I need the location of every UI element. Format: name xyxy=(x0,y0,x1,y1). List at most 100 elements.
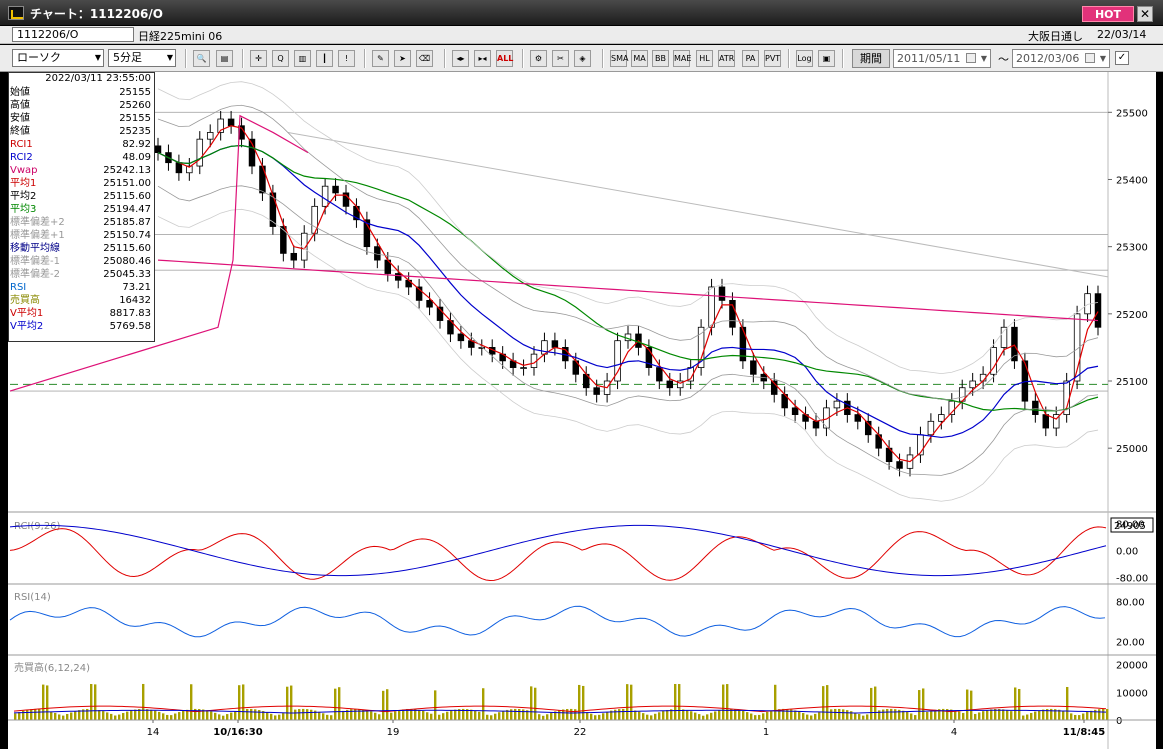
grid-icon[interactable]: ▤ xyxy=(216,50,233,67)
bars-icon[interactable]: ▥ xyxy=(294,50,311,67)
volume-bar xyxy=(130,710,133,720)
chart-type-select[interactable]: ローソク ▼ xyxy=(12,49,104,67)
toolbar-separator xyxy=(602,49,604,68)
candle-body xyxy=(854,414,862,422)
volume-bar xyxy=(566,709,569,720)
candle-body xyxy=(520,367,527,369)
volume-bar xyxy=(182,710,185,720)
volume-bar xyxy=(514,708,517,720)
window-title: チャート：1112206/O xyxy=(30,7,163,21)
rci-tick-label: 0.00 xyxy=(1116,547,1138,558)
chart-canvas[interactable]: 25500 25400 25300 25200 25100 25000 24905 RCI(9… xyxy=(8,72,1156,749)
vwap-line xyxy=(157,259,1099,322)
volume-bar xyxy=(654,713,657,720)
all-button[interactable]: ALL xyxy=(496,50,513,67)
info-value: 25151.00 xyxy=(103,178,151,189)
candles-icon[interactable]: ┃ xyxy=(316,50,333,67)
volume-bar xyxy=(38,709,41,720)
toolbar-separator xyxy=(364,49,366,68)
volume-bar xyxy=(1046,709,1049,720)
hl-button[interactable]: HL xyxy=(696,50,713,67)
volume-bar xyxy=(490,715,493,720)
zoom-out-icon[interactable]: ▸◂ xyxy=(474,50,491,67)
chart-area[interactable]: 25500 25400 25300 25200 25100 25000 24905 RCI(9… xyxy=(8,72,1156,749)
toolbar-separator xyxy=(842,49,844,68)
volume-bar xyxy=(590,713,593,720)
volume-bar xyxy=(170,715,173,720)
info-label: 標準偏差-2 xyxy=(10,269,60,280)
volume-bar xyxy=(254,709,257,720)
rci-tick-label: 80.00 xyxy=(1116,520,1145,531)
eraser-icon[interactable]: ⌫ xyxy=(416,50,433,67)
volume-bar xyxy=(874,686,877,720)
settings-icon[interactable]: ⚙ xyxy=(530,50,547,67)
zoom-in-icon[interactable]: ◂▸ xyxy=(452,50,469,67)
crosshair-icon[interactable]: ✛ xyxy=(250,50,267,67)
pvt-button[interactable]: PVT xyxy=(764,50,781,67)
volume-bar xyxy=(326,714,329,720)
volume-bar xyxy=(90,683,93,720)
interval-select[interactable]: 5分足 ▼ xyxy=(108,49,176,67)
volume-bar xyxy=(126,711,129,720)
volume-bar xyxy=(422,710,425,720)
tools-icon[interactable]: ✂ xyxy=(552,50,569,67)
period-button[interactable]: 期間 xyxy=(852,49,890,68)
candle-body xyxy=(948,400,956,415)
volume-bar xyxy=(714,711,717,720)
volume-bar xyxy=(558,710,561,720)
calendar-icon[interactable] xyxy=(966,53,976,63)
volume-bar xyxy=(962,712,965,720)
volume-bar xyxy=(378,714,381,720)
symbol-input[interactable]: 1112206/O xyxy=(12,27,134,42)
to-date-input[interactable]: 2012/03/06 ▼ xyxy=(1012,49,1110,68)
volume-bar xyxy=(370,711,373,720)
volume-bar xyxy=(1038,710,1041,720)
volume-bar xyxy=(994,708,997,720)
volume-bar xyxy=(1006,710,1009,720)
mae-button[interactable]: MAE xyxy=(673,50,691,67)
calendar-icon[interactable] xyxy=(1085,53,1095,63)
volume-bar xyxy=(554,711,557,720)
hot-button[interactable]: HOT xyxy=(1082,6,1134,22)
close-button[interactable]: ✕ xyxy=(1137,6,1153,22)
pen-icon[interactable]: ✎ xyxy=(372,50,389,67)
volume-bar xyxy=(418,709,421,720)
volume-bar xyxy=(598,714,601,720)
volume-bar xyxy=(346,709,349,720)
info-row: 売買高 16432 xyxy=(9,294,154,307)
zoom-icon[interactable]: 🔍 xyxy=(193,50,210,67)
export-icon[interactable]: ▣ xyxy=(818,50,835,67)
log-button[interactable]: Log xyxy=(796,50,813,67)
volume-bar xyxy=(102,711,105,720)
volume-bar xyxy=(750,713,753,720)
pointer-icon[interactable]: ➤ xyxy=(394,50,411,67)
chevron-down-icon[interactable]: ▼ xyxy=(1099,54,1106,63)
chevron-down-icon[interactable]: ▼ xyxy=(980,54,987,63)
magnify-icon[interactable]: Q xyxy=(272,50,289,67)
info-row: RCI1 82.92 xyxy=(9,138,154,151)
volume-bar xyxy=(802,713,805,720)
bb-button[interactable]: BB xyxy=(652,50,669,67)
volume-bar xyxy=(670,709,673,720)
from-date-input[interactable]: 2011/05/11 ▼ xyxy=(893,49,991,68)
candle-body xyxy=(290,252,298,261)
volume-bar xyxy=(894,709,897,720)
x-tick-label: 11/8:45 xyxy=(1063,727,1105,738)
ma-button[interactable]: MA xyxy=(631,50,648,67)
volume-bar xyxy=(162,713,165,720)
info-row: 移動平均線 25115.60 xyxy=(9,242,154,255)
volume-bar xyxy=(778,709,781,720)
volume-bar xyxy=(306,709,309,720)
alert-icon[interactable]: ! xyxy=(338,50,355,67)
candle-body xyxy=(227,118,235,127)
volume-bar xyxy=(938,709,941,720)
palette-icon[interactable]: ◈ xyxy=(574,50,591,67)
candle-body xyxy=(436,306,444,321)
atr-button[interactable]: ATR xyxy=(718,50,735,67)
para-button[interactable]: PA xyxy=(742,50,759,67)
apply-check-icon[interactable]: ✓ xyxy=(1115,51,1129,65)
volume-bar xyxy=(498,712,501,720)
volume-bar xyxy=(1050,708,1053,720)
volume-bar xyxy=(738,709,741,720)
sma-button[interactable]: SMA xyxy=(610,50,628,67)
